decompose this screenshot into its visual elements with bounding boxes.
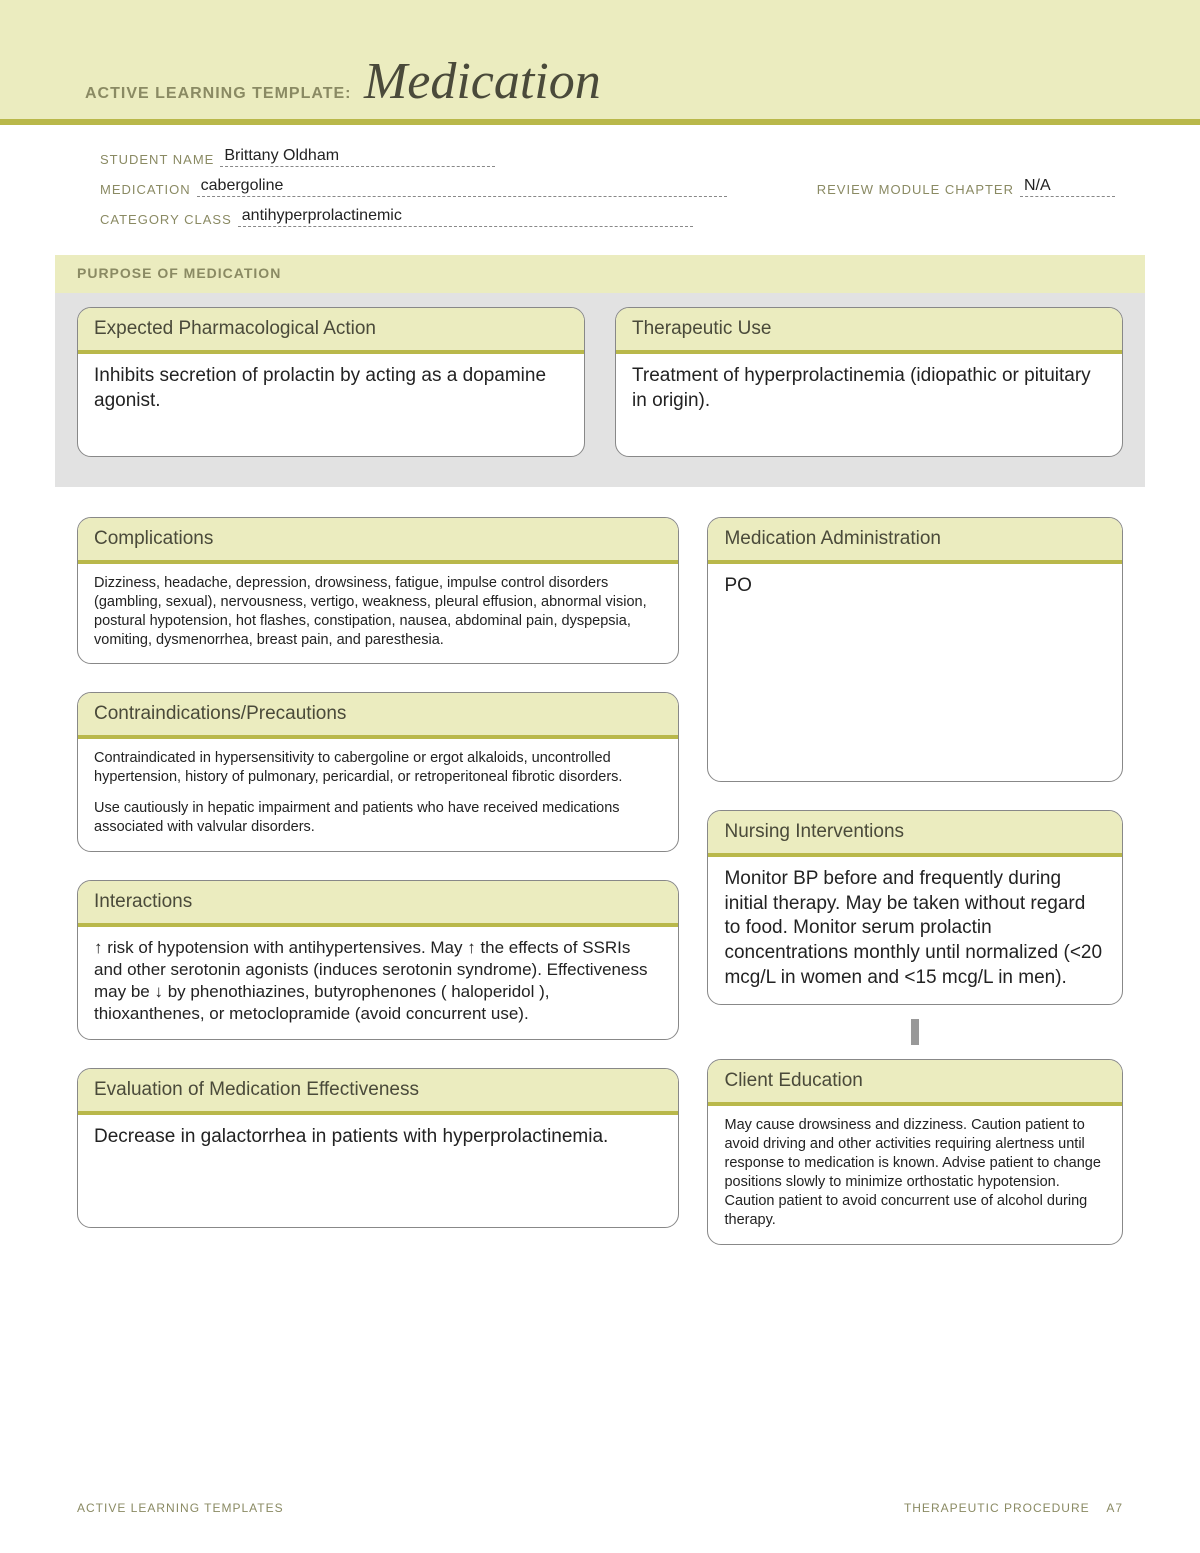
purpose-title: PURPOSE OF MEDICATION bbox=[77, 265, 281, 281]
form-area: STUDENT NAME Brittany Oldham MEDICATION … bbox=[0, 125, 1200, 247]
label-student: STUDENT NAME bbox=[100, 152, 214, 167]
footer: ACTIVE LEARNING TEMPLATES THERAPEUTIC PR… bbox=[77, 1501, 1123, 1515]
box-therapeutic-use: Therapeutic Use Treatment of hyperprolac… bbox=[615, 307, 1123, 457]
field-student: Brittany Oldham bbox=[220, 147, 495, 167]
header-admin: Medication Administration bbox=[708, 518, 1122, 564]
row-medication: MEDICATION cabergoline REVIEW MODULE CHA… bbox=[100, 177, 1115, 197]
label-category: CATEGORY CLASS bbox=[100, 212, 232, 227]
box-medication-administration: Medication Administration PO bbox=[707, 517, 1123, 782]
footer-right-text: THERAPEUTIC PROCEDURE bbox=[904, 1501, 1090, 1515]
contra-p1: Contraindicated in hypersensitivity to c… bbox=[94, 749, 662, 787]
footer-right: THERAPEUTIC PROCEDURE A7 bbox=[904, 1501, 1123, 1515]
box-interactions: Interactions ↑ risk of hypotension with … bbox=[77, 880, 679, 1040]
banner-prefix: ACTIVE LEARNING TEMPLATE: bbox=[85, 85, 351, 102]
box-client-education: Client Education May cause drowsiness an… bbox=[707, 1059, 1123, 1244]
body-expected: Inhibits secretion of prolactin by actin… bbox=[78, 354, 584, 427]
box-contraindications: Contraindications/Precautions Contraindi… bbox=[77, 692, 679, 851]
main-grid: Complications Dizziness, headache, depre… bbox=[0, 487, 1200, 1245]
body-contra: Contraindicated in hypersensitivity to c… bbox=[78, 739, 678, 850]
purpose-title-bar: PURPOSE OF MEDICATION bbox=[55, 255, 1145, 293]
header-evaluation: Evaluation of Medication Effectiveness bbox=[78, 1069, 678, 1115]
body-admin: PO bbox=[708, 564, 1122, 613]
column-right: Medication Administration PO Nursing Int… bbox=[707, 517, 1123, 1245]
footer-left: ACTIVE LEARNING TEMPLATES bbox=[77, 1501, 284, 1515]
footer-page: A7 bbox=[1106, 1501, 1123, 1515]
body-complications: Dizziness, headache, depression, drowsin… bbox=[78, 564, 678, 663]
box-complications: Complications Dizziness, headache, depre… bbox=[77, 517, 679, 664]
body-evaluation: Decrease in galactorrhea in patients wit… bbox=[78, 1115, 678, 1164]
purpose-section: PURPOSE OF MEDICATION Expected Pharmacol… bbox=[55, 255, 1145, 487]
field-medication: cabergoline bbox=[197, 177, 727, 197]
banner-title: Medication bbox=[364, 53, 601, 110]
row-student: STUDENT NAME Brittany Oldham bbox=[100, 147, 1115, 167]
box-evaluation: Evaluation of Medication Effectiveness D… bbox=[77, 1068, 679, 1228]
body-therapeutic: Treatment of hyperprolactinemia (idiopat… bbox=[616, 354, 1122, 427]
connector-line bbox=[911, 1019, 919, 1045]
header-contra: Contraindications/Precautions bbox=[78, 693, 678, 739]
field-category: antihyperprolactinemic bbox=[238, 207, 693, 227]
contra-p2: Use cautiously in hepatic impairment and… bbox=[94, 799, 662, 837]
page: ACTIVE LEARNING TEMPLATE: Medication STU… bbox=[0, 0, 1200, 1553]
header-expected: Expected Pharmacological Action bbox=[78, 308, 584, 354]
column-left: Complications Dizziness, headache, depre… bbox=[77, 517, 679, 1245]
body-interactions: ↑ risk of hypotension with antihypertens… bbox=[78, 927, 678, 1039]
row-category: CATEGORY CLASS antihyperprolactinemic bbox=[100, 207, 1115, 227]
label-review: REVIEW MODULE CHAPTER bbox=[817, 182, 1014, 197]
box-nursing-interventions: Nursing Interventions Monitor BP before … bbox=[707, 810, 1123, 1005]
label-medication: MEDICATION bbox=[100, 182, 191, 197]
box-expected-action: Expected Pharmacological Action Inhibits… bbox=[77, 307, 585, 457]
banner: ACTIVE LEARNING TEMPLATE: Medication bbox=[0, 0, 1200, 125]
header-client-ed: Client Education bbox=[708, 1060, 1122, 1106]
body-client-ed: May cause drowsiness and dizziness. Caut… bbox=[708, 1106, 1122, 1243]
header-complications: Complications bbox=[78, 518, 678, 564]
header-interactions: Interactions bbox=[78, 881, 678, 927]
body-nursing: Monitor BP before and frequently during … bbox=[708, 857, 1122, 1004]
field-review: N/A bbox=[1020, 177, 1115, 197]
header-therapeutic: Therapeutic Use bbox=[616, 308, 1122, 354]
header-nursing: Nursing Interventions bbox=[708, 811, 1122, 857]
